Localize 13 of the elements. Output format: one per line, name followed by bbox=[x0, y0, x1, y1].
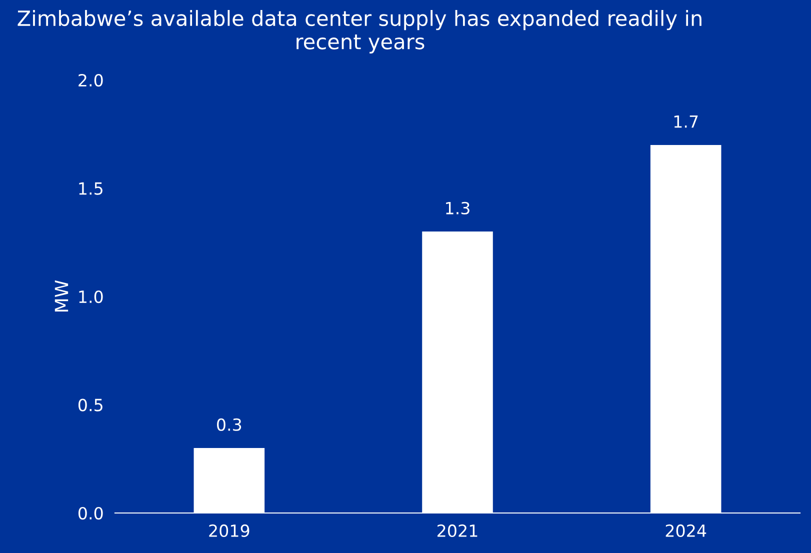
data-label: 0.3 bbox=[217, 418, 242, 431]
y-tick-label: 0.0 bbox=[78, 506, 103, 520]
y-tick-label: 0.5 bbox=[78, 398, 102, 412]
y-axis-title: MW bbox=[54, 280, 68, 312]
data-label: 1.7 bbox=[674, 115, 698, 128]
x-tick-label: 2019 bbox=[209, 524, 250, 538]
y-tick-label: 2.0 bbox=[78, 74, 103, 87]
y-tick-label: 1.0 bbox=[79, 290, 103, 304]
chart-title: Zimbabwe’s available data center supply has expanded readily in recent years bbox=[18, 10, 702, 54]
y-tick-label: 1.5 bbox=[79, 182, 102, 195]
x-tick-label: 2021 bbox=[438, 524, 478, 538]
data-label: 1.3 bbox=[446, 202, 470, 214]
x-tick-label: 2024 bbox=[666, 524, 706, 538]
